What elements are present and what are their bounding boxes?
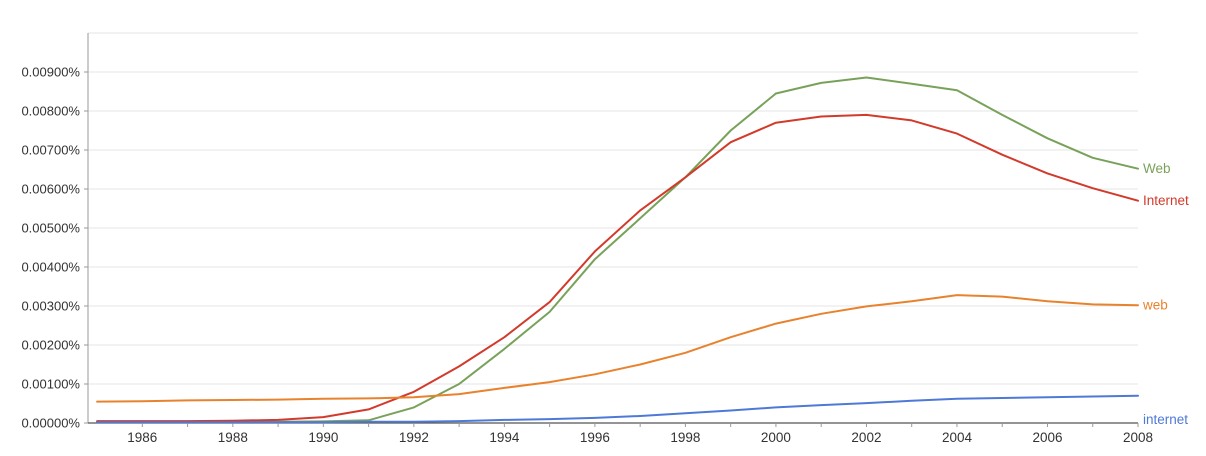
x-tick-label: 1990 xyxy=(308,430,338,445)
x-tick-label: 1992 xyxy=(399,430,429,445)
series-line-web[interactable] xyxy=(96,294,1139,403)
x-axis-labels: 1986 1988 1990 1992 1994 1996 1998 2000 2002 2004… xyxy=(127,423,1153,445)
x-tick-label: 1986 xyxy=(127,430,157,445)
y-tick-label: 0.00100% xyxy=(21,377,80,392)
x-tick-label: 2004 xyxy=(942,430,973,445)
series-lines xyxy=(96,76,1139,424)
series-label-web[interactable]: web xyxy=(1142,298,1168,313)
series-end-labels: Web Internet web internet xyxy=(1142,161,1189,427)
y-tick-label: 0.00200% xyxy=(21,338,80,353)
y-tick-label: 0.00400% xyxy=(21,260,80,275)
y-tick-label: 0.00800% xyxy=(21,104,80,119)
series-line-Internet[interactable] xyxy=(96,113,1139,423)
y-axis-labels: 0.00000% 0.00100% 0.00200% 0.00300% 0.00400%… xyxy=(21,65,88,431)
x-tick-label: 2000 xyxy=(761,430,791,445)
gridlines xyxy=(88,32,1138,385)
x-tick-label: 1996 xyxy=(580,430,610,445)
x-tick-label: 2008 xyxy=(1123,430,1153,445)
y-tick-label: 0.00900% xyxy=(21,65,80,80)
x-tick-label: 1998 xyxy=(670,430,700,445)
series-label-Internet[interactable]: Internet xyxy=(1143,193,1189,208)
x-tick-label: 1988 xyxy=(218,430,248,445)
series-label-internet[interactable]: internet xyxy=(1143,412,1188,427)
series-line-internet[interactable] xyxy=(96,394,1139,424)
series-label-Web[interactable]: Web xyxy=(1143,161,1171,176)
y-tick-label: 0.00500% xyxy=(21,221,80,236)
x-tick-label: 2002 xyxy=(851,430,881,445)
y-tick-label: 0.00600% xyxy=(21,182,80,197)
x-tick-label: 1994 xyxy=(489,430,520,445)
y-tick-label: 0.00700% xyxy=(21,143,80,158)
x-tick-label: 2006 xyxy=(1032,430,1062,445)
y-tick-label: 0.00300% xyxy=(21,299,80,314)
y-tick-label: 0.00000% xyxy=(21,416,80,431)
